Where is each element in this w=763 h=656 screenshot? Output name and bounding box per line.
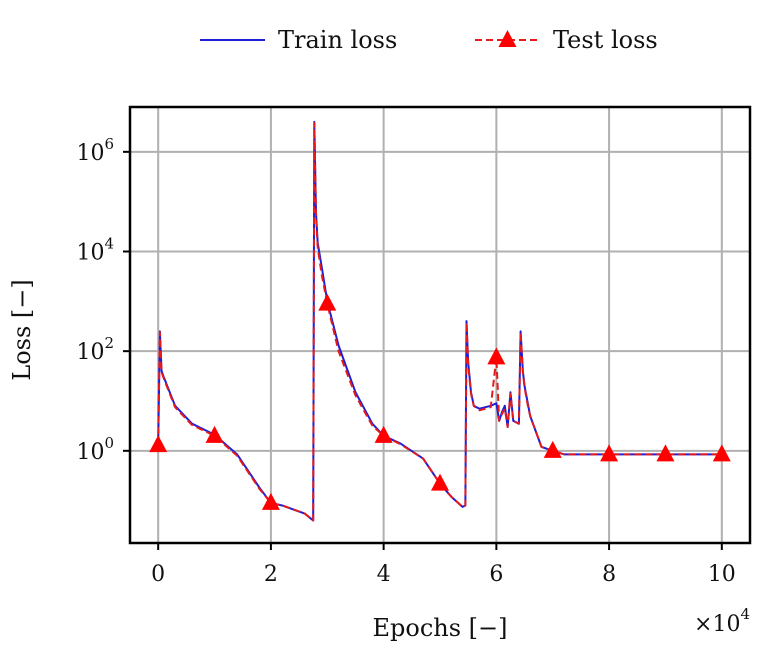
x-tick-label: 8	[602, 562, 616, 587]
x-axis-label: Epochs [−]	[372, 614, 507, 642]
marker-layer	[149, 293, 731, 510]
legend-train-label: Train loss	[278, 26, 397, 54]
y-tick-label: 100	[76, 434, 114, 465]
legend: Train loss Test loss	[200, 26, 658, 54]
test-loss-marker	[318, 293, 337, 311]
test-loss-marker	[374, 425, 393, 443]
test-loss-marker	[149, 435, 168, 453]
test-loss-marker	[712, 444, 731, 462]
train-loss-line	[157, 120, 722, 522]
x-tick-label: 4	[377, 562, 391, 587]
plot-area	[149, 120, 731, 522]
test-loss-marker	[543, 440, 562, 458]
test-loss-marker	[431, 473, 449, 491]
y-tick-label: 102	[76, 334, 114, 365]
x-tick-label: 10	[708, 562, 736, 587]
test-loss-marker	[205, 425, 224, 443]
x-tick-label: 2	[264, 562, 278, 587]
x-axis-ticks: 0 2 4 6 8 10	[151, 543, 736, 587]
x-tick-label: 0	[151, 562, 165, 587]
y-tick-label: 104	[76, 235, 114, 266]
legend-test-label: Test loss	[553, 26, 658, 54]
test-loss-marker	[487, 347, 506, 365]
series-layer	[157, 120, 722, 522]
x-axis-multiplier: ×104	[694, 605, 750, 637]
y-axis-label: Loss [−]	[8, 279, 36, 380]
test-loss-marker	[600, 444, 619, 462]
test-loss-line	[157, 121, 722, 522]
x-tick-label: 6	[489, 562, 503, 587]
legend-test-marker	[498, 30, 517, 47]
x-multiplier-exp: 4	[740, 605, 750, 623]
y-tick-label: 106	[76, 135, 114, 166]
plot-frame	[128, 105, 752, 545]
test-loss-marker	[656, 444, 675, 462]
x-multiplier-base: ×10	[694, 612, 740, 637]
test-loss-marker	[261, 492, 280, 510]
y-axis-ticks: 100 102 104 106	[76, 135, 130, 465]
